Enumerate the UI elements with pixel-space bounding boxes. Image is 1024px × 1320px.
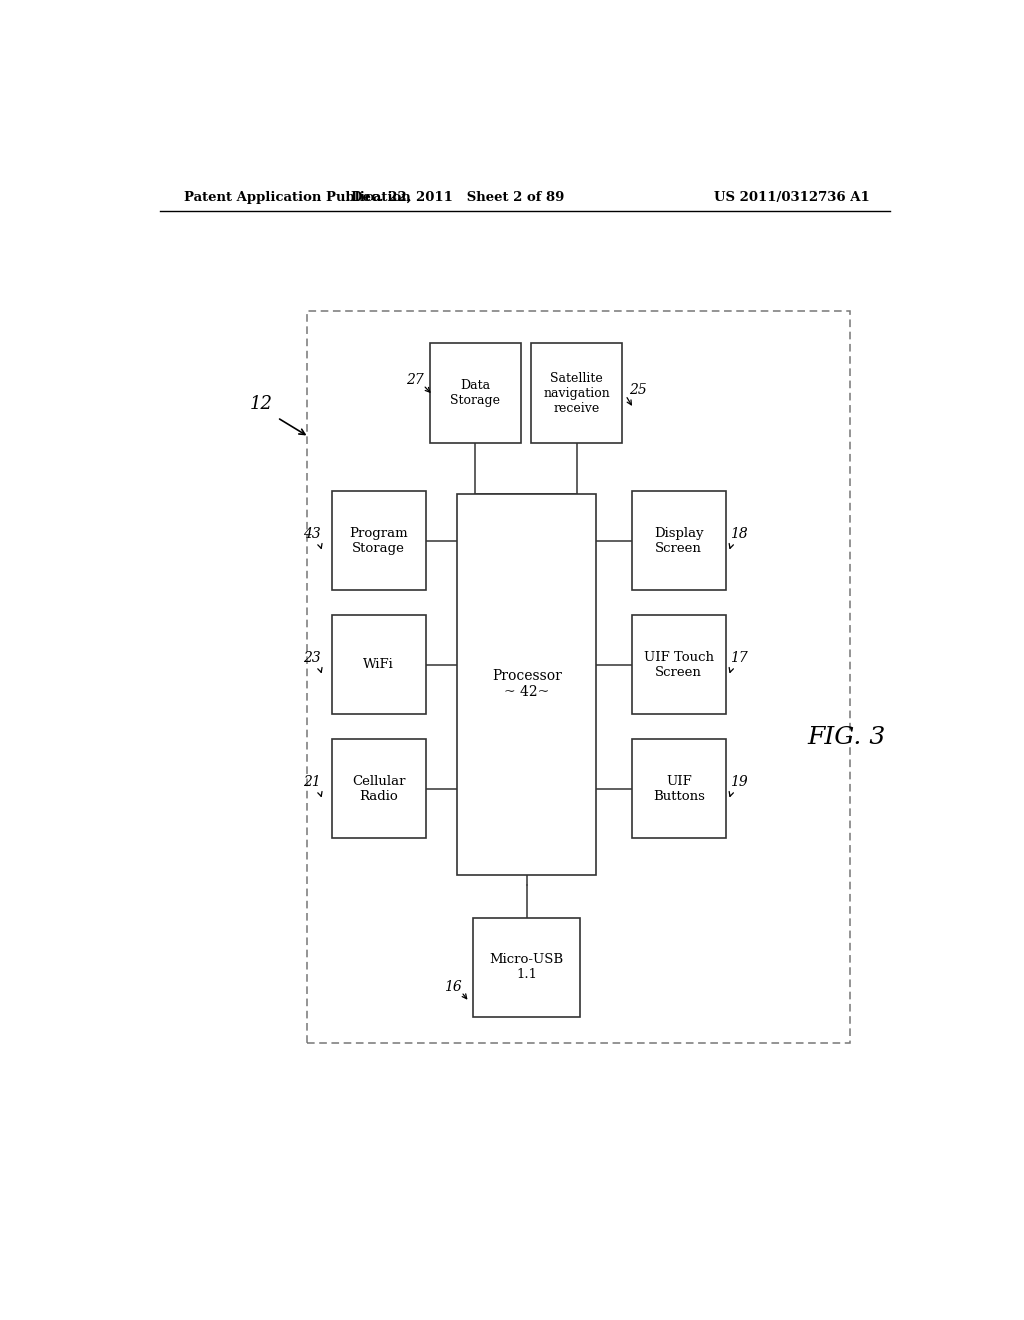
Text: 17: 17 [730,652,748,665]
Text: 23: 23 [303,652,321,665]
Text: 43: 43 [303,528,321,541]
Bar [332,615,426,714]
Bar [473,917,581,1018]
Text: 25: 25 [629,383,646,397]
Text: Cellular
Radio: Cellular Radio [352,775,406,803]
Text: Data
Storage: Data Storage [451,379,500,407]
Bar [430,343,521,444]
Bar [632,491,726,590]
Text: Display
Screen: Display Screen [654,527,703,554]
Text: UIF
Buttons: UIF Buttons [653,775,705,803]
Text: Satellite
navigation
receive: Satellite navigation receive [544,372,610,414]
Text: UIF Touch
Screen: UIF Touch Screen [644,651,714,678]
Text: Patent Application Publication: Patent Application Publication [183,190,411,203]
Text: 19: 19 [730,775,748,789]
Bar [632,739,726,838]
Text: US 2011/0312736 A1: US 2011/0312736 A1 [715,190,870,203]
Text: 18: 18 [730,528,748,541]
Bar [306,312,850,1043]
Text: WiFi: WiFi [364,659,394,671]
Bar [332,491,426,590]
Text: FIG. 3: FIG. 3 [807,726,886,750]
Text: Micro-USB
1.1: Micro-USB 1.1 [489,953,564,982]
Text: Program
Storage: Program Storage [349,527,409,554]
Bar [632,615,726,714]
Bar [458,494,596,875]
Text: 21: 21 [303,775,321,789]
Text: Processor
~ 42~: Processor ~ 42~ [492,669,562,700]
Bar [531,343,623,444]
Bar [332,739,426,838]
Text: 27: 27 [407,374,424,387]
Text: 12: 12 [250,396,272,413]
Text: 16: 16 [444,979,462,994]
Text: Dec. 22, 2011   Sheet 2 of 89: Dec. 22, 2011 Sheet 2 of 89 [350,190,564,203]
